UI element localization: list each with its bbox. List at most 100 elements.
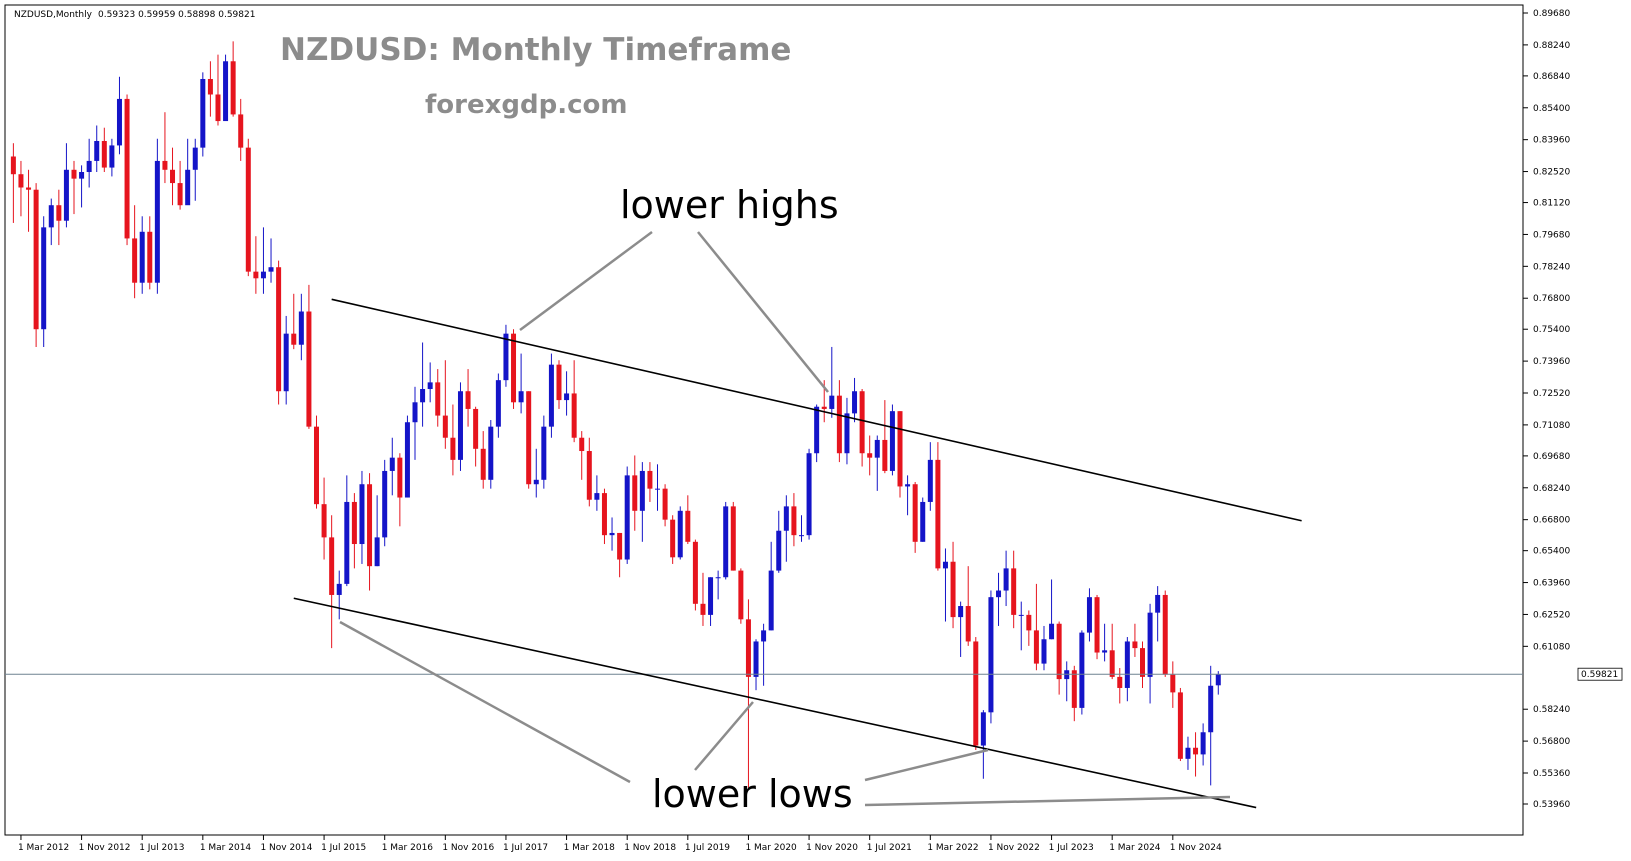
candle-body	[1086, 597, 1092, 633]
candle-body	[526, 391, 532, 485]
candle	[238, 98, 244, 161]
candle-body	[1162, 594, 1168, 675]
candle	[109, 138, 115, 177]
candle-body	[996, 590, 1002, 598]
y-tick-label: 0.79680	[1533, 230, 1570, 240]
x-tick-label: 1 Nov 2022	[988, 843, 1040, 853]
x-tick-label: 1 Mar 2014	[200, 843, 252, 853]
x-tick-label: 1 Jul 2017	[503, 843, 548, 853]
candle	[215, 54, 221, 126]
candle-body	[306, 311, 312, 427]
website-label: forexgdp.com	[425, 90, 627, 120]
candle-body	[1140, 648, 1145, 677]
candle	[457, 382, 463, 471]
chart-frame	[4, 4, 1524, 836]
candle	[1102, 623, 1108, 662]
candle-body	[336, 583, 342, 595]
candle-body	[132, 238, 138, 283]
candle-body	[1155, 594, 1161, 613]
candle	[988, 590, 994, 724]
candle	[632, 455, 638, 531]
candle-body	[253, 271, 259, 279]
candle	[1094, 594, 1100, 660]
candle-body	[397, 457, 403, 498]
candle-body	[215, 94, 221, 122]
candle	[996, 572, 1002, 626]
candle-body	[617, 532, 623, 560]
candle-body	[556, 364, 562, 401]
candle-body	[435, 382, 441, 416]
candle-body	[480, 448, 486, 480]
candle	[154, 138, 160, 294]
candle	[63, 143, 69, 228]
candle	[670, 515, 676, 564]
candle	[844, 397, 850, 465]
candle-body	[844, 413, 850, 454]
candle	[1003, 550, 1009, 607]
candle	[1208, 665, 1214, 786]
candle-body	[374, 537, 380, 567]
candle-body	[404, 422, 410, 498]
candle	[1109, 623, 1115, 680]
x-tick-label: 1 Nov 2012	[79, 843, 131, 853]
y-tick-label: 0.58240	[1533, 705, 1570, 715]
candle	[647, 462, 653, 502]
candle	[86, 138, 92, 188]
lower-lows-label: lower lows	[652, 772, 853, 816]
candle-body	[624, 475, 630, 560]
candle-body	[700, 603, 706, 615]
candle	[132, 205, 138, 299]
candle	[912, 482, 918, 553]
candle	[730, 501, 736, 571]
candle-body	[147, 231, 153, 283]
candle-body	[359, 484, 365, 545]
candle-body	[639, 470, 645, 511]
y-tick-label: 0.86840	[1533, 72, 1570, 82]
y-tick-label: 0.68240	[1533, 484, 1570, 494]
candle	[1056, 621, 1062, 695]
candle-body	[170, 169, 176, 184]
candle	[26, 169, 32, 232]
candle-body	[1033, 630, 1039, 664]
candle-body	[94, 140, 100, 161]
y-tick-label: 0.63960	[1533, 579, 1570, 589]
candle-body	[632, 475, 638, 511]
chart-title: NZDUSD: Monthly Timeframe	[280, 32, 791, 68]
x-tick-label: 1 Mar 2024	[1109, 843, 1161, 853]
candle	[617, 532, 623, 578]
candle	[412, 386, 418, 460]
candle-body	[609, 532, 615, 536]
candle	[942, 548, 948, 622]
candle	[435, 369, 441, 427]
candle	[48, 198, 54, 246]
candle	[147, 216, 153, 290]
candle-body	[829, 395, 835, 409]
x-tick-label: 1 Mar 2018	[564, 843, 616, 853]
candle-body	[836, 395, 842, 454]
candle	[389, 437, 395, 496]
candle-body	[586, 451, 592, 500]
candle	[738, 568, 744, 624]
candle-body	[745, 619, 751, 677]
candle	[571, 360, 577, 443]
candle-body	[511, 333, 517, 403]
candle-body	[185, 169, 191, 206]
candle	[715, 570, 721, 600]
candle	[723, 501, 729, 580]
candle	[753, 639, 759, 691]
candle-body	[1011, 568, 1017, 615]
y-tick-label: 0.76800	[1533, 294, 1570, 304]
y-tick-label: 0.75400	[1533, 325, 1570, 335]
candle-body	[1215, 674, 1221, 686]
candle	[124, 94, 130, 246]
y-tick-label: 0.53960	[1533, 800, 1570, 810]
x-tick-label: 1 Mar 2022	[927, 843, 978, 853]
candle-body	[1185, 747, 1191, 759]
candle-body	[1026, 614, 1032, 631]
candle	[1018, 601, 1024, 651]
candle-body	[564, 393, 570, 401]
candle	[655, 464, 661, 511]
candle	[139, 216, 145, 294]
candle	[708, 577, 714, 626]
